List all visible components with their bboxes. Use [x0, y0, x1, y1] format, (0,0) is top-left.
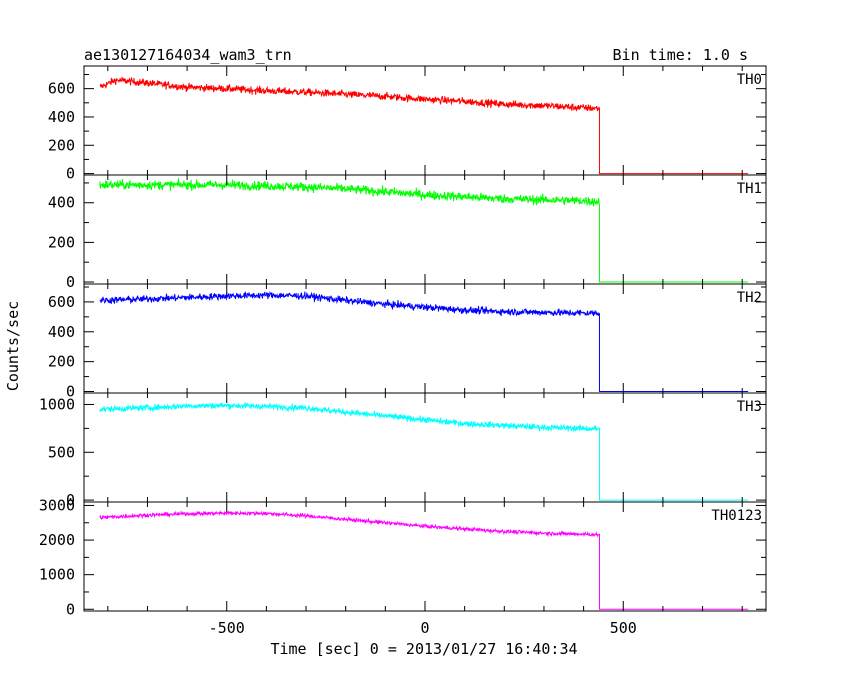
y-tick-label: 0 [66, 491, 75, 509]
series-line-th2 [99, 290, 749, 393]
y-tick-label: 400 [48, 108, 75, 126]
plot-title: ae130127164034_wam3_trn [84, 46, 292, 64]
panel-label-th1: TH1 [737, 181, 762, 197]
y-tick-label: 600 [48, 80, 75, 98]
y-tick-label: 0 [66, 600, 75, 618]
y-tick-label: 0 [66, 165, 75, 183]
x-tick-label: -500 [209, 619, 245, 637]
x-tick-labels: -500 0 500 [209, 619, 637, 637]
y-tick-label: 600 [48, 293, 75, 311]
panel-th3: 0 500 1000 TH3 [39, 392, 767, 509]
panel-label-th0123: TH0123 [711, 508, 762, 524]
y-tick-label: 400 [48, 194, 75, 212]
y-tick-label: 200 [48, 136, 75, 154]
panels: 0 200 400 600 TH0 0 200 400 TH1 0 200 400 600 TH2 0 500… [39, 65, 767, 618]
y-tick-label: 200 [48, 233, 75, 251]
y-tick-label: 200 [48, 353, 75, 371]
panel-label-th0: TH0 [737, 72, 762, 88]
series-line-th0123 [99, 509, 749, 610]
bin-time-label: Bin time: 1.0 s [613, 46, 748, 64]
panel-th1: 0 200 400 TH1 [48, 174, 767, 291]
x-tick-label: 500 [610, 619, 637, 637]
y-tick-label: 400 [48, 323, 75, 341]
panel-label-th2: TH2 [737, 290, 762, 306]
y-tick-label: 3000 [39, 496, 75, 514]
y-tick-label: 500 [48, 443, 75, 461]
series-line-th3 [99, 401, 749, 501]
x-tick-label: 0 [420, 619, 429, 637]
x-axis-label: Time [sec] 0 = 2013/01/27 16:40:34 [270, 640, 577, 658]
y-tick-label: 1000 [39, 566, 75, 584]
y-tick-label: 0 [66, 273, 75, 291]
y-tick-label: 2000 [39, 531, 75, 549]
panel-label-th3: TH3 [737, 399, 762, 415]
series-line-th0 [99, 75, 749, 175]
panel-th0123: 0 1000 2000 3000 TH0123 [39, 496, 767, 618]
series-line-th1 [99, 178, 749, 283]
y-axis-label: Counts/sec [4, 301, 22, 391]
y-tick-label: 1000 [39, 395, 75, 413]
y-tick-label: 0 [66, 383, 75, 401]
